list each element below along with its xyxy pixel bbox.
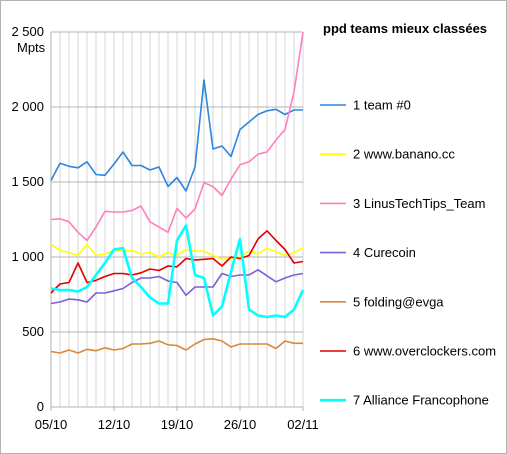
legend-label-4-curecoin: 4 Curecoin <box>353 245 416 260</box>
series-lines <box>50 31 305 354</box>
series-line-4-curecoin <box>50 268 304 305</box>
axes: 0 500 1 000 1 500 2 000 2 500 05/10 12/10 19/10 2… <box>11 24 318 432</box>
y-tick-label: 500 <box>22 324 44 339</box>
legend-label-1-team-0: 1 team #0 <box>353 98 411 113</box>
series-line-2-www-banano-cc <box>50 243 304 261</box>
y-tick-label: 2 000 <box>11 99 44 114</box>
y-tick-label: 0 <box>37 399 44 414</box>
x-tick-label: 26/10 <box>224 417 257 432</box>
series-line-1-team-0 <box>50 79 303 192</box>
legend-label-7-alliance-francophone: 7 Alliance Francophone <box>353 393 489 408</box>
series-line-5-folding-evga <box>50 337 303 354</box>
series-line-3-linustechtips-team <box>50 31 304 242</box>
y-tick-label: 1 000 <box>11 249 44 264</box>
x-tick-label: 12/10 <box>98 417 131 432</box>
series-line-7-alliance-francophone <box>50 224 305 319</box>
legend-label-2-www-banano-cc: 2 www.banano.cc <box>353 147 455 162</box>
grid-lines <box>50 31 304 408</box>
x-tick-label: 19/10 <box>161 417 194 432</box>
legend-label-6-www-overclockers-com: 6 www.overclockers.com <box>353 344 496 359</box>
legend-label-5-folding-evga: 5 folding@evga <box>353 294 444 309</box>
x-tick-label: 02/11 <box>287 417 319 432</box>
legend-label-3-linustechtips-team: 3 LinusTechTips_Team <box>353 196 485 211</box>
x-tick-label: 05/10 <box>35 417 68 432</box>
y-tick-label: 1 500 <box>11 174 44 189</box>
chart-title: ppd teams mieux classées <box>323 21 487 36</box>
legend: 1 team #0 2 www.banano.cc 3 LinusTechTips_… <box>320 98 496 408</box>
y-tick-label: 2 500 <box>11 24 44 39</box>
y-axis-label: Mpts <box>17 40 46 55</box>
